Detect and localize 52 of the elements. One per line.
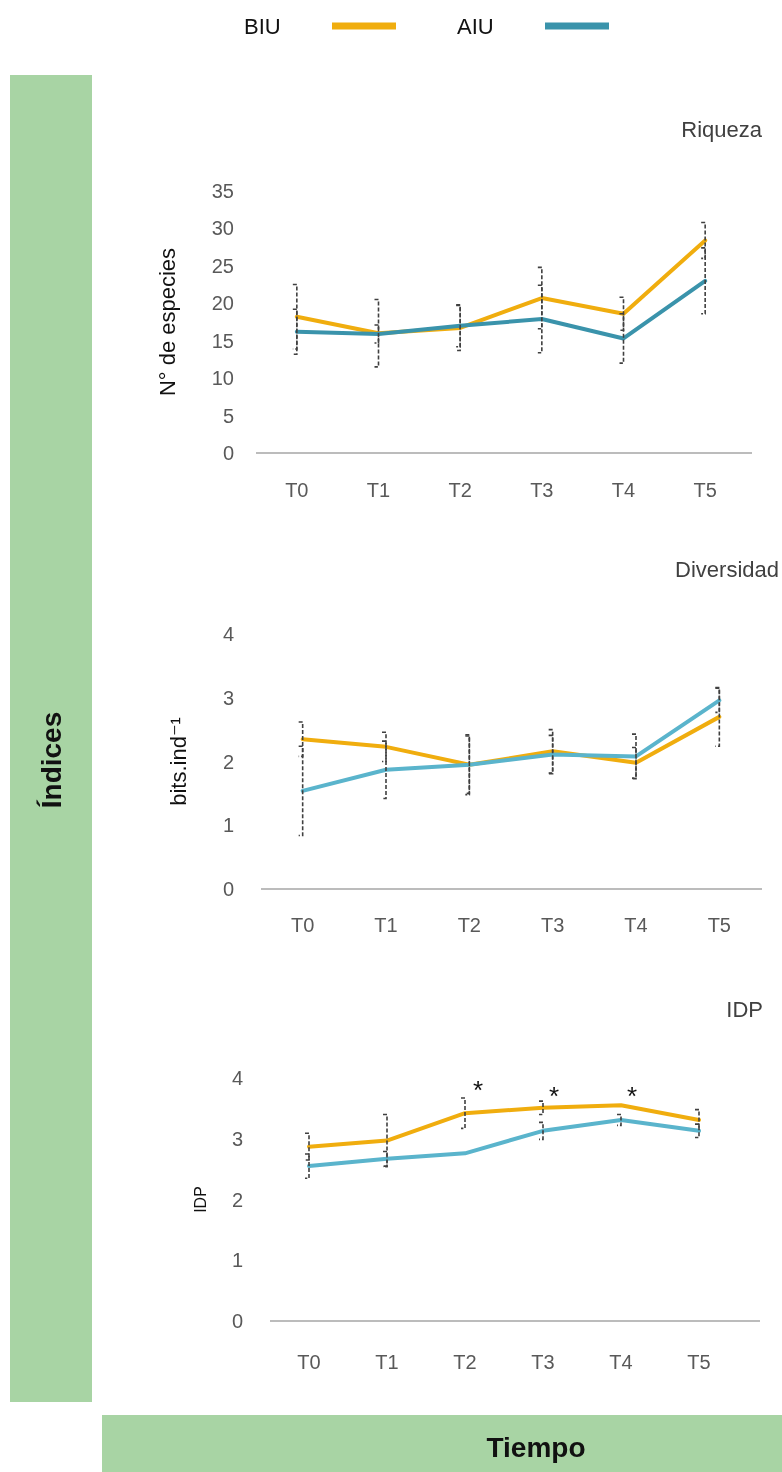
legend-label: BIU: [244, 13, 281, 39]
y-tick-label: 35: [211, 180, 234, 202]
x-tick-label: T1: [375, 1351, 399, 1373]
chart-title: IDP: [726, 997, 763, 1022]
x-tick-label: T2: [457, 914, 482, 936]
x-axis-title: Tiempo: [486, 1431, 586, 1463]
y-tick-label: 0: [222, 442, 234, 464]
x-tick-label: T4: [624, 914, 648, 936]
y-tick-label: 3: [231, 1127, 243, 1150]
y-tick-label: 1: [231, 1249, 243, 1272]
y-tick-label: 4: [231, 1067, 243, 1089]
annotation: *: [472, 1075, 484, 1105]
y-tick-label: 0: [222, 878, 234, 900]
x-tick-label: T1: [374, 914, 398, 936]
y-tick-label: 2: [231, 1188, 243, 1211]
y-tick-label: 25: [211, 254, 234, 277]
x-tick-label: T1: [366, 479, 391, 501]
y-tick-label: 10: [211, 367, 234, 390]
x-tick-label: T0: [290, 914, 315, 936]
y-axis-title: bits.ind⁻¹: [165, 717, 191, 806]
y-tick-label: 4: [222, 623, 234, 645]
chart-title: Riqueza: [681, 117, 763, 142]
x-tick-label: T3: [540, 914, 565, 936]
x-tick-label: T3: [531, 1351, 555, 1373]
annotation: *: [626, 1081, 638, 1111]
y-tick-label: 0: [231, 1310, 243, 1332]
y-tick-label: 2: [222, 750, 234, 773]
x-tick-label: T2: [453, 1351, 477, 1373]
y-tick-label: 30: [211, 217, 234, 240]
x-tick-label: T4: [611, 479, 636, 501]
y-axis-title: N° de especies: [154, 247, 180, 397]
line-series: [300, 698, 722, 793]
chart-title: Diversidad: [675, 557, 779, 582]
x-tick-label: T5: [693, 479, 717, 501]
y-tick-label: 15: [211, 329, 234, 352]
y-tick-label: 20: [211, 292, 234, 315]
x-tick-label: T5: [707, 914, 732, 936]
y-tick-label: 5: [222, 404, 234, 427]
x-tick-label: T3: [530, 479, 554, 501]
x-tick-label: T2: [448, 479, 472, 501]
annotation: *: [548, 1081, 560, 1111]
y-tick-label: 3: [222, 686, 234, 709]
text: Índices: [35, 711, 67, 809]
y-tick-label: 1: [222, 814, 234, 837]
legend-label: AIU: [457, 13, 494, 39]
line-series: [307, 1103, 701, 1149]
x-tick-label: T0: [285, 479, 309, 501]
x-tick-label: T0: [297, 1351, 321, 1373]
x-tick-label: T5: [687, 1351, 711, 1373]
line-series: [294, 278, 708, 341]
x-tick-label: T4: [609, 1351, 633, 1373]
y-axis-title: IDP: [191, 1186, 209, 1213]
